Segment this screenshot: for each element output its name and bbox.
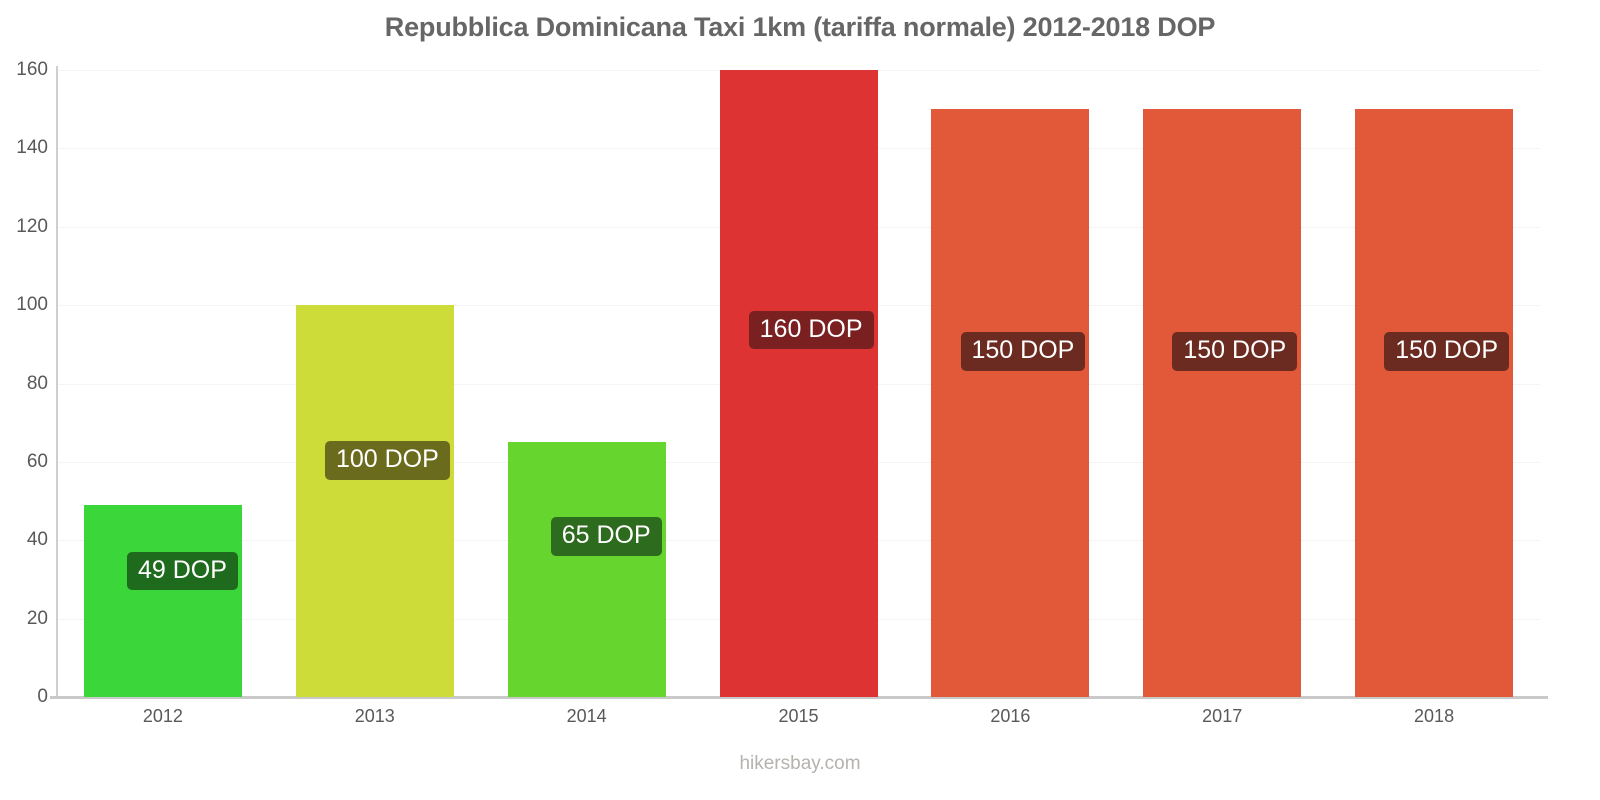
y-axis-tick-label: 20 — [26, 607, 48, 629]
bar[interactable]: 150 DOP — [1355, 109, 1514, 697]
bar-slot: 100 DOP — [295, 70, 454, 697]
bar-slot: 65 DOP — [507, 70, 666, 697]
bar-slot: 160 DOP — [719, 70, 878, 697]
bar[interactable]: 49 DOP — [83, 504, 242, 697]
y-axis-tick-label: 80 — [26, 372, 48, 394]
x-axis-tick-label: 2012 — [142, 706, 183, 726]
x-axis-tick-label: 2016 — [990, 706, 1031, 726]
bar[interactable]: 150 DOP — [931, 109, 1090, 697]
bar-value-label: 100 DOP — [324, 441, 450, 480]
bar-slot: 150 DOP — [1355, 70, 1514, 697]
bar-value-label: 150 DOP — [960, 332, 1086, 371]
y-axis-tick-labels: 160 140 120 100 80 60 40 20 0 — [0, 59, 48, 707]
bar-slot: 49 DOP — [83, 70, 242, 697]
y-axis-tick-label: 40 — [26, 529, 48, 551]
bar-value-label: 150 DOP — [1172, 332, 1298, 371]
bar-value-label: 65 DOP — [550, 517, 662, 556]
x-axis-tick-labels: 2012 2013 2014 2015 2016 2017 2018 — [57, 706, 1540, 740]
x-axis-tick-label: 2017 — [1202, 706, 1243, 726]
y-axis-tick-label: 120 — [16, 215, 48, 237]
y-axis-tick-label: 100 — [16, 294, 48, 316]
y-axis-tick-label: 0 — [37, 686, 48, 707]
bar-value-label: 160 DOP — [748, 310, 874, 350]
bar-slot: 150 DOP — [931, 70, 1090, 697]
y-axis-tick-label: 60 — [26, 450, 48, 472]
bar[interactable]: 160 DOP — [719, 70, 878, 697]
bar[interactable]: 150 DOP — [1143, 109, 1302, 697]
x-axis-tick-label: 2014 — [566, 706, 607, 726]
y-axis-tick-label: 140 — [16, 137, 48, 159]
source-watermark: hikersbay.com — [739, 753, 861, 774]
x-axis-tick-label: 2018 — [1414, 706, 1455, 726]
x-axis-line — [50, 696, 1548, 699]
chart-title: Repubblica Dominicana Taxi 1km (tariffa … — [384, 12, 1216, 42]
bar-value-label: 49 DOP — [126, 551, 238, 591]
x-axis-tick-label: 2013 — [354, 706, 395, 726]
y-axis-tick-label: 160 — [16, 59, 48, 80]
bar[interactable]: 100 DOP — [295, 305, 454, 697]
bar-series: 49 DOP 100 DOP 65 DOP 160 DOP 150 DOP 150 DOP… — [57, 70, 1540, 697]
x-axis-tick-label: 2015 — [778, 706, 819, 726]
y-axis-line — [56, 66, 58, 699]
bar-value-label: 150 DOP — [1384, 332, 1510, 371]
bar[interactable]: 65 DOP — [507, 442, 666, 697]
bar-slot: 150 DOP — [1143, 70, 1302, 697]
